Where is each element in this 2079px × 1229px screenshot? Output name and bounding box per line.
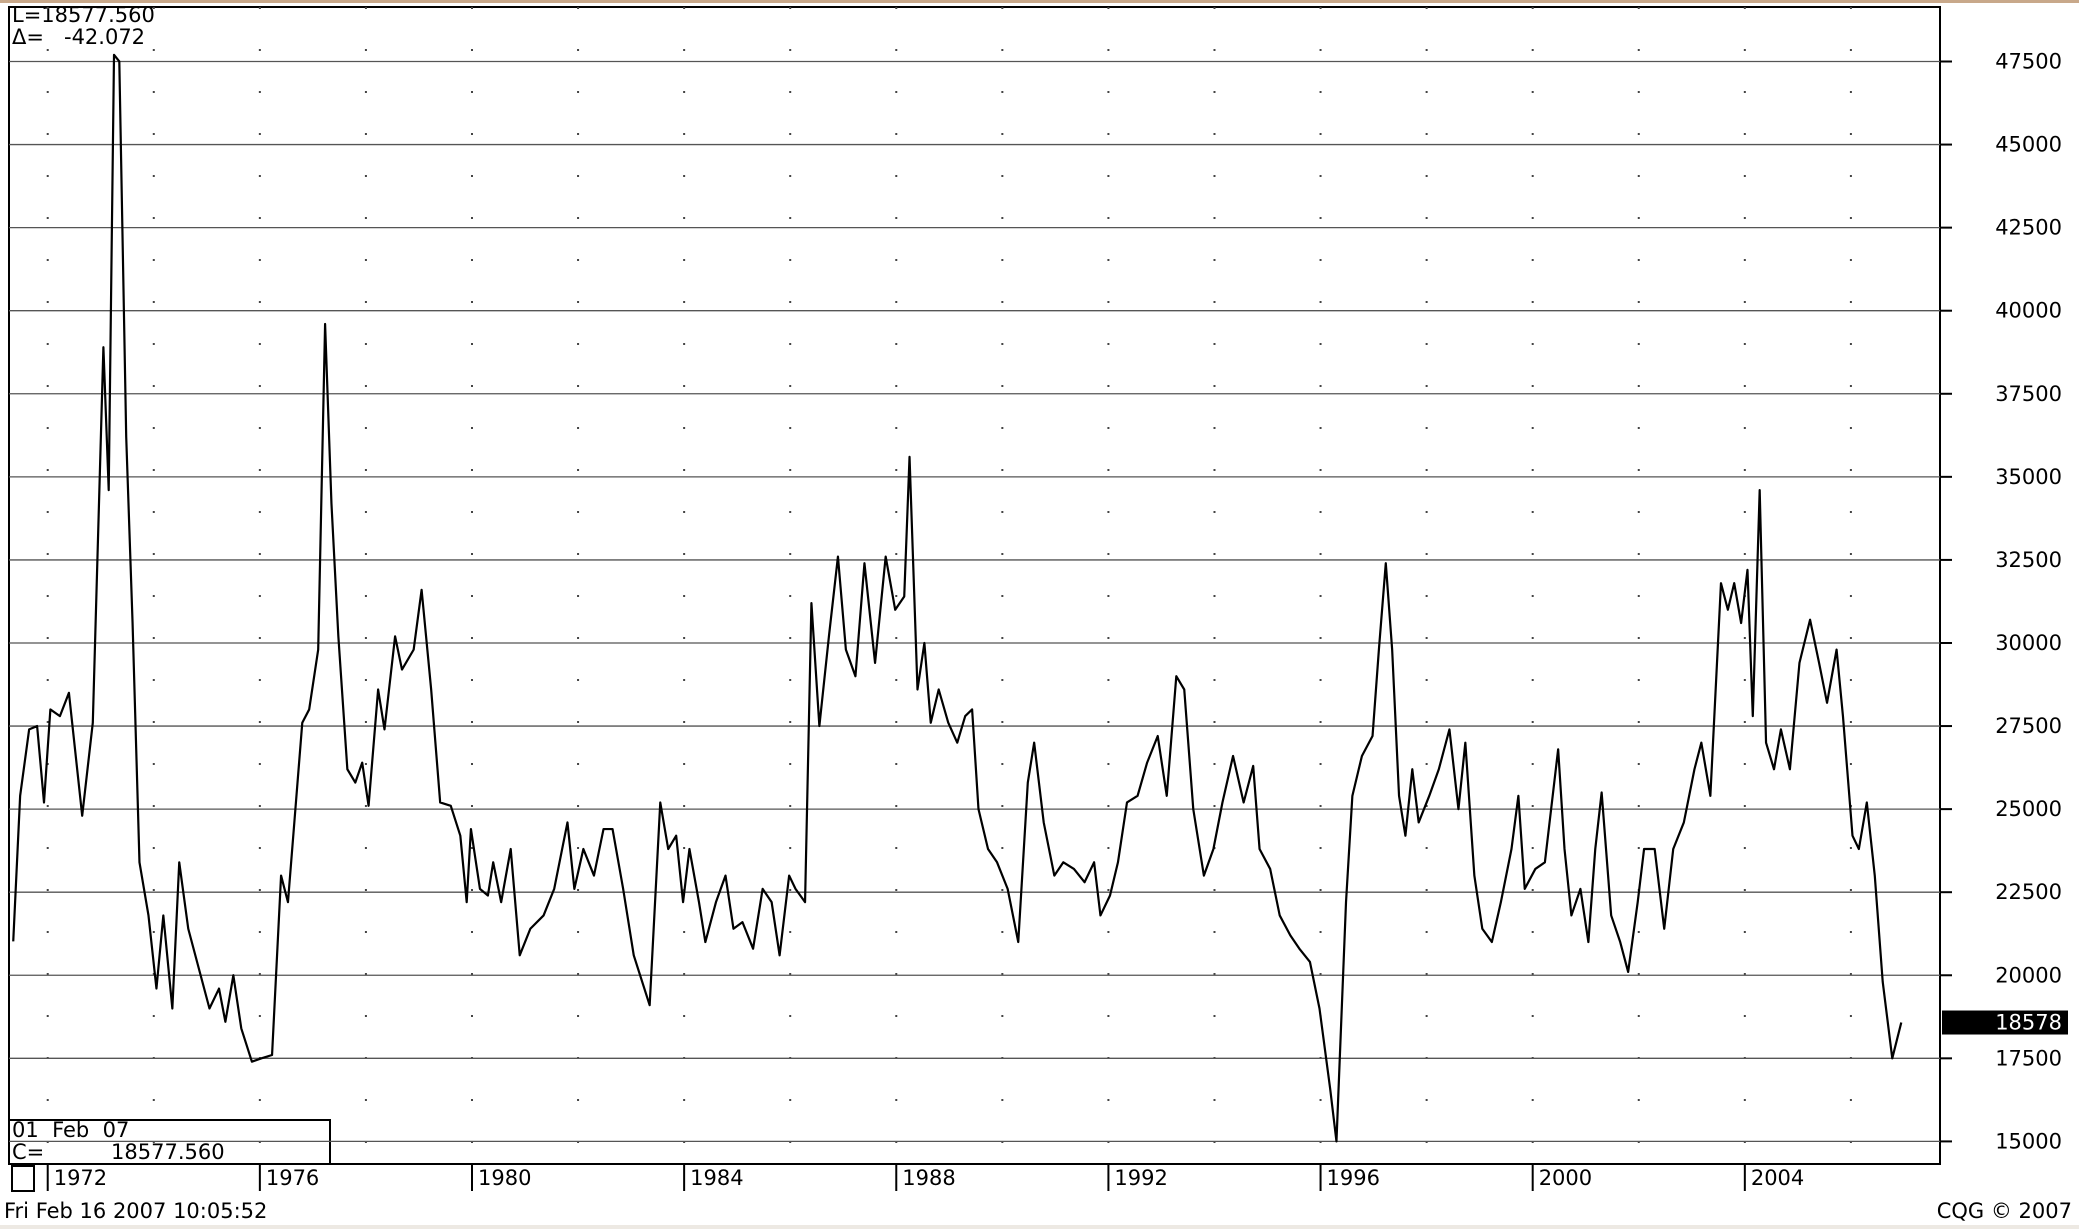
- y-tick-label: 25000: [1995, 797, 2062, 821]
- header-line: L=18577.560: [12, 3, 155, 27]
- top-border: [0, 0, 2079, 3]
- y-tick-label: 35000: [1995, 465, 2062, 489]
- info-line: C= 18577.560: [12, 1140, 225, 1164]
- footer-left: Fri Feb 16 2007 10:05:52: [4, 1199, 267, 1223]
- plot-frame: [8, 6, 1941, 1165]
- last-tag-box: [1942, 1010, 2068, 1035]
- header-line: Δ= -42.072: [12, 25, 145, 49]
- y-tick-label: 32500: [1995, 548, 2062, 572]
- price-line: [12, 53, 1903, 1143]
- x-tick-label: 1980: [478, 1166, 531, 1190]
- y-tick-label: 30000: [1995, 631, 2062, 655]
- x-tick-label: 1992: [1114, 1166, 1167, 1190]
- y-tick-label: 45000: [1995, 133, 2062, 157]
- scroll-box: [11, 1165, 35, 1192]
- y-tick-label: 40000: [1995, 299, 2062, 323]
- last-tag-label: 18578: [1995, 1011, 2062, 1035]
- x-tick-label: 1996: [1327, 1166, 1380, 1190]
- y-tick-label: 27500: [1995, 714, 2062, 738]
- y-tick-label: 22500: [1995, 880, 2062, 904]
- x-tick-label: 1976: [266, 1166, 319, 1190]
- y-tick-label: 42500: [1995, 216, 2062, 240]
- y-tick-label: 17500: [1995, 1046, 2062, 1070]
- x-tick-label: 2000: [1539, 1166, 1592, 1190]
- x-tick-label: 1988: [902, 1166, 955, 1190]
- y-tick-label: 15000: [1995, 1129, 2062, 1153]
- y-tick-label: 20000: [1995, 963, 2062, 987]
- x-tick-label: 2004: [1751, 1166, 1804, 1190]
- y-tick-label: 37500: [1995, 382, 2062, 406]
- x-tick-label: 1984: [690, 1166, 743, 1190]
- x-tick-label: 1972: [54, 1166, 107, 1190]
- y-tick-label: 47500: [1995, 49, 2062, 73]
- footer-right: CQG © 2007: [1937, 1199, 2072, 1223]
- info-line: 01 Feb 07: [12, 1118, 129, 1142]
